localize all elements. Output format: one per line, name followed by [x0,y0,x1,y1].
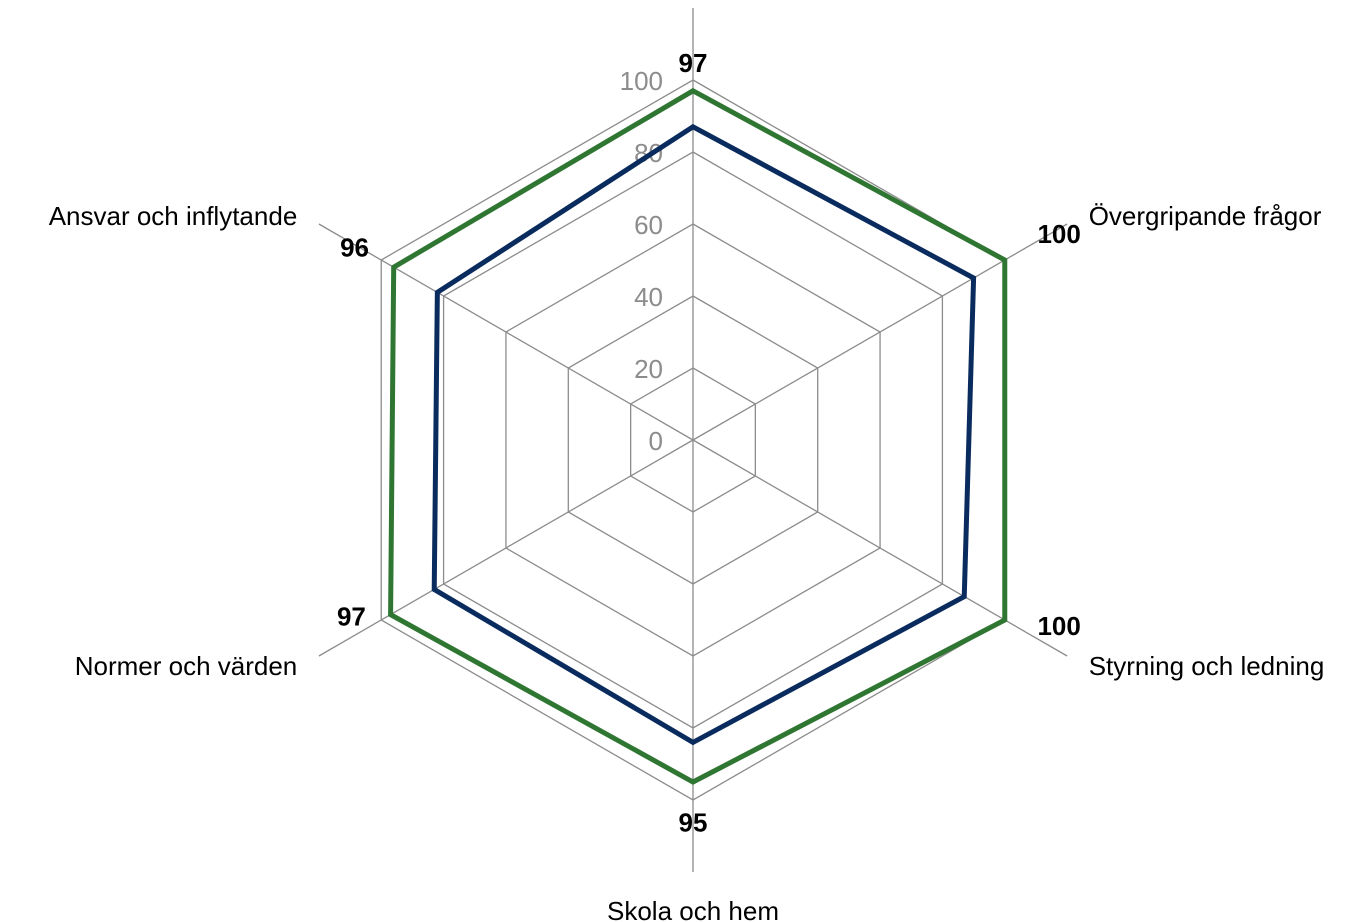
tick-label: 0 [649,426,663,456]
category-label: Styrning och ledning [1089,651,1325,681]
category-label: Normer och värden [75,651,298,681]
radar-axes [318,8,1068,872]
category-label: Övergripande frågor [1089,201,1322,231]
data-label: 96 [340,232,369,262]
tick-label: 20 [634,354,663,384]
series-line [431,123,977,746]
tick-label: 60 [634,210,663,240]
data-label: 97 [679,48,708,78]
data-label: 97 [337,601,366,631]
data-label: 100 [1037,611,1080,641]
data-label: 100 [1037,219,1080,249]
category-label: Ansvar och inflytande [49,201,298,231]
category-labels: Övergripande frågor Styrning och ledning S… [49,201,1325,922]
tick-label: 40 [634,282,663,312]
data-label: 95 [679,808,708,838]
axis-line [318,223,694,441]
tick-label: 100 [620,66,663,96]
series-lines [388,87,1008,785]
axis-line [318,439,694,657]
series-line [388,87,1008,785]
category-label: Skola och hem [607,896,779,922]
data-labels: 97 100 100 95 97 96 [337,48,1081,837]
